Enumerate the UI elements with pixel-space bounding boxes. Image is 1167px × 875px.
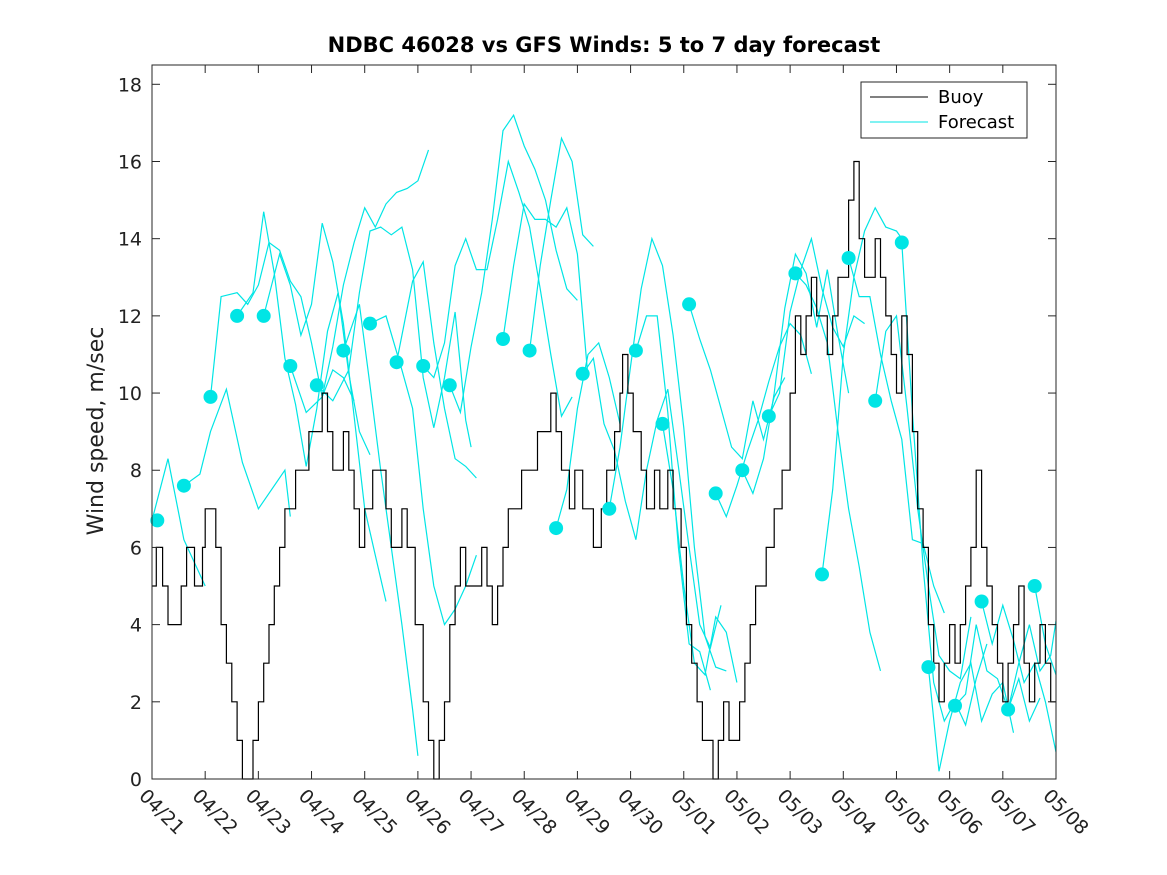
forecast-marker-8 [363, 316, 377, 331]
legend-forecast-label: Forecast [938, 112, 1014, 133]
forecast-marker-13 [522, 343, 537, 358]
plot-area [150, 113, 1057, 780]
forecast-marker-20 [708, 486, 723, 501]
forecast-marker-32 [1027, 579, 1042, 593]
forecast-marker-26 [868, 393, 883, 408]
x-tick-label-11: 05/02 [719, 785, 773, 839]
x-tick-label-10: 05/01 [666, 785, 720, 839]
forecast-marker-17 [628, 343, 643, 358]
y-tick-label-0: 0 [130, 769, 142, 791]
x-tick-label-7: 04/28 [507, 785, 561, 839]
x-tick-label-3: 04/24 [294, 785, 348, 839]
x-tick-label-5: 04/26 [400, 785, 454, 839]
y-tick-label-10: 10 [118, 383, 142, 405]
forecast-marker-12 [496, 332, 510, 346]
forecast-line-22 [768, 236, 865, 417]
forecast-marker-21 [735, 463, 750, 478]
forecast-marker-1 [176, 478, 191, 493]
chart-title: NDBC 46028 vs GFS Winds: 5 to 7 day fore… [328, 33, 881, 57]
y-axis-ticks: 0 2 4 6 8 10 12 14 16 18 [118, 74, 1056, 791]
forecast-marker-29 [948, 698, 962, 713]
y-tick-label-12: 12 [118, 306, 142, 328]
y-tick-label-4: 4 [130, 615, 142, 637]
x-tick-label-1: 04/22 [188, 785, 242, 839]
forecast-line-27 [901, 242, 988, 727]
legend-box [860, 81, 1028, 139]
forecast-marker-14 [549, 521, 564, 536]
x-tick-label-6: 04/27 [454, 785, 508, 839]
y-tick-label-8: 8 [130, 460, 142, 482]
forecast-marker-2 [203, 389, 218, 404]
forecast-line-13 [529, 136, 594, 351]
forecast-marker-31 [1001, 702, 1016, 717]
y-tick-label-14: 14 [118, 229, 142, 251]
x-tick-label-4: 04/25 [347, 785, 401, 839]
x-tick-label-0: 04/21 [134, 785, 188, 839]
forecast-line-8 [369, 315, 477, 626]
forecast-line-4 [263, 223, 387, 602]
forecast-line-11 [449, 113, 578, 415]
forecast-marker-3 [230, 308, 245, 323]
forecast-line-10 [422, 159, 573, 418]
x-tick-label-12: 05/03 [773, 785, 827, 839]
y-tick-label-16: 16 [118, 151, 142, 173]
x-tick-label-17: 05/08 [1038, 785, 1092, 839]
x-tick-label-14: 05/05 [879, 785, 933, 839]
forecast-line-16 [608, 236, 727, 672]
forecast-marker-7 [336, 343, 351, 358]
forecast-line-18 [661, 423, 738, 683]
forecast-marker-0 [150, 513, 165, 528]
forecast-line-19 [688, 304, 786, 460]
forecast-marker-24 [815, 567, 829, 582]
y-axis-label: Wind speed, m/sec [84, 327, 109, 536]
axes-box [151, 64, 1057, 780]
forecast-line-21 [741, 252, 850, 496]
forecast-line-25 [848, 257, 945, 614]
forecast-marker-25 [841, 251, 856, 265]
x-tick-label-13: 05/04 [826, 785, 880, 839]
forecast-marker-18 [655, 416, 670, 431]
forecast-marker-16 [602, 501, 617, 516]
forecast-marker-4 [256, 308, 271, 323]
x-tick-label-8: 04/29 [560, 785, 614, 839]
buoy-line [152, 160, 1056, 780]
forecast-marker-5 [283, 359, 298, 373]
forecast-line-31 [1007, 620, 1057, 710]
forecast-line-23 [794, 272, 882, 672]
forecast-line-14 [555, 341, 621, 529]
forecast-line-12 [502, 202, 589, 378]
forecast-marker-28 [921, 660, 936, 675]
forecast-marker-11 [442, 378, 457, 393]
x-tick-label-15: 05/06 [932, 785, 986, 839]
forecast-line-6 [316, 226, 472, 448]
y-tick-label-18: 18 [118, 74, 142, 96]
legend: Buoy Forecast [860, 81, 1028, 139]
forecast-marker-15 [575, 366, 590, 381]
forecast-marker-6 [309, 378, 324, 393]
forecast-marker-22 [761, 409, 776, 424]
x-tick-label-2: 04/23 [241, 785, 295, 839]
y-tick-label-2: 2 [130, 692, 142, 714]
forecast-line-26 [874, 314, 972, 680]
forecast-line-2 [209, 241, 355, 402]
forecast-line-15 [582, 356, 722, 650]
forecast-line-28 [927, 661, 1015, 772]
forecast-marker-27 [894, 235, 909, 250]
forecast-line-5 [289, 149, 430, 414]
x-tick-label-16: 05/07 [985, 785, 1039, 839]
legend-buoy-label: Buoy [938, 87, 984, 108]
forecast-line-29 [954, 624, 1041, 723]
forecast-line-3 [236, 211, 371, 467]
y-tick-label-6: 6 [130, 537, 142, 559]
forecast-marker-10 [416, 359, 431, 373]
forecast-marker-9 [389, 355, 404, 370]
forecast-line-9 [396, 259, 477, 479]
x-tick-label-9: 04/30 [613, 785, 667, 839]
forecast-line-1 [183, 387, 291, 517]
forecast-marker-30 [974, 594, 989, 609]
forecast-line-24 [821, 206, 908, 575]
forecast-marker-19 [682, 297, 697, 312]
forecast-marker-23 [788, 266, 803, 281]
